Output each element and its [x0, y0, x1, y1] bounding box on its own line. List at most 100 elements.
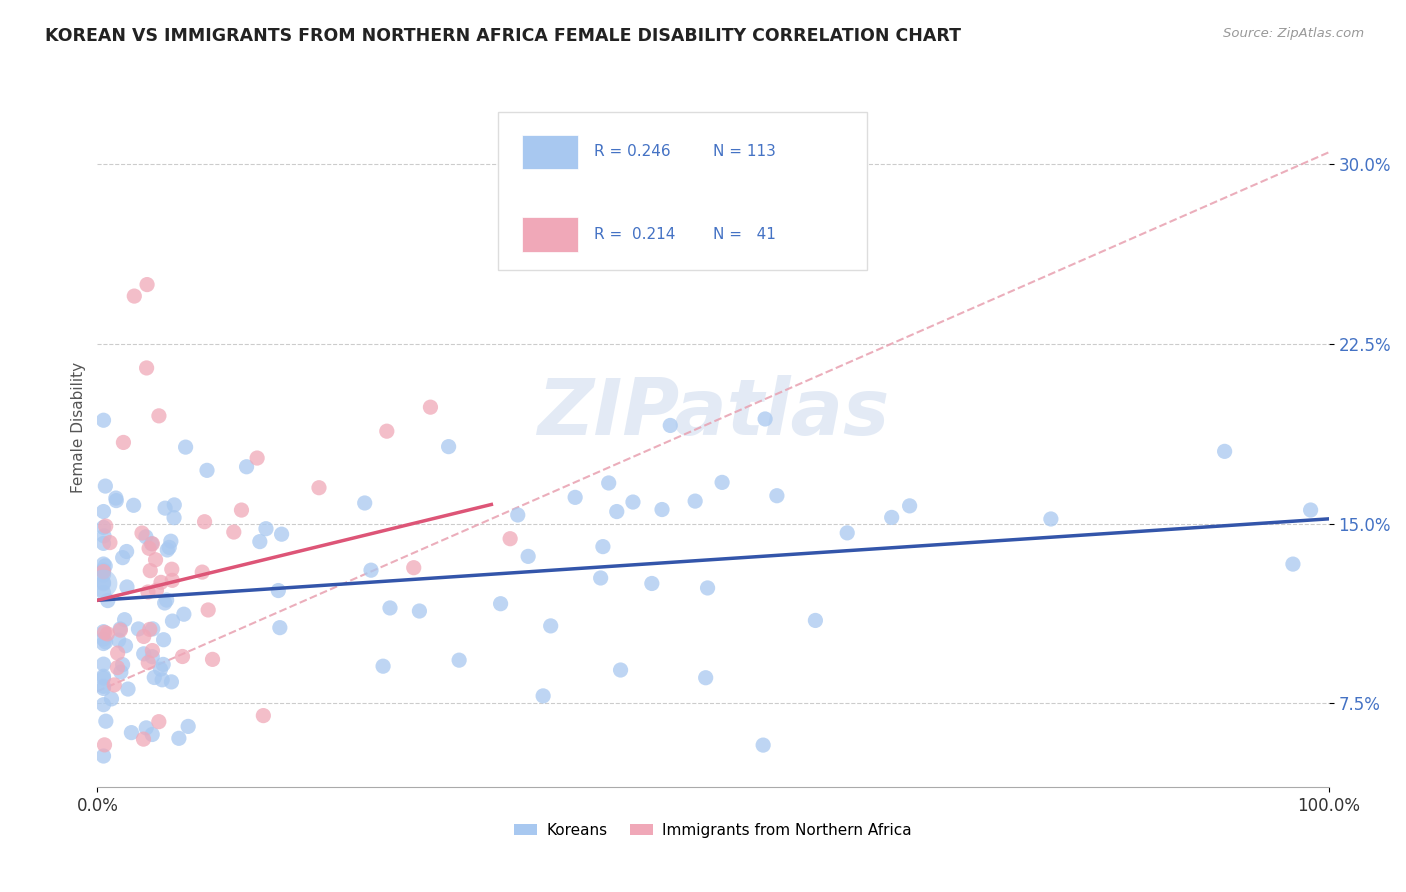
Point	[141, 536, 163, 550]
Point	[489, 597, 512, 611]
Point	[108, 622, 131, 636]
Point	[651, 502, 673, 516]
Point	[93, 520, 115, 534]
Point	[94, 558, 117, 573]
Text: KOREAN VS IMMIGRANTS FROM NORTHERN AFRICA FEMALE DISABILITY CORRELATION CHART: KOREAN VS IMMIGRANTS FROM NORTHERN AFRIC…	[45, 27, 960, 45]
Point	[115, 544, 138, 558]
Point	[641, 576, 664, 591]
Point	[148, 714, 170, 729]
Point	[506, 508, 529, 522]
Point	[177, 719, 200, 733]
Point	[111, 550, 134, 565]
Point	[621, 495, 644, 509]
Point	[197, 603, 219, 617]
Point	[160, 534, 183, 549]
Point	[375, 424, 398, 438]
FancyBboxPatch shape	[498, 112, 868, 269]
Point	[371, 659, 394, 673]
Point	[163, 510, 186, 524]
Point	[105, 493, 128, 508]
Point	[93, 585, 115, 599]
Point	[135, 530, 157, 544]
Point	[222, 524, 245, 539]
FancyBboxPatch shape	[522, 135, 578, 169]
Point	[127, 622, 149, 636]
Point	[160, 562, 183, 576]
Point	[141, 643, 163, 657]
Point	[254, 522, 277, 536]
Point	[93, 564, 115, 578]
Point	[107, 646, 129, 660]
Point	[695, 671, 717, 685]
Point	[135, 360, 157, 375]
Y-axis label: Female Disability: Female Disability	[72, 362, 86, 493]
Point	[1213, 444, 1236, 458]
Point	[93, 738, 115, 752]
Point	[195, 463, 218, 477]
Point	[96, 627, 118, 641]
Point	[132, 630, 155, 644]
Point	[93, 625, 115, 640]
FancyBboxPatch shape	[522, 218, 578, 252]
Point	[353, 496, 375, 510]
Point	[107, 633, 129, 648]
Point	[174, 440, 197, 454]
Point	[191, 565, 214, 579]
Point	[112, 435, 135, 450]
Point	[93, 749, 115, 764]
Point	[162, 574, 184, 588]
Point	[93, 632, 115, 646]
Point	[93, 575, 115, 590]
Point	[93, 567, 115, 582]
Point	[201, 652, 224, 666]
Point	[136, 585, 159, 599]
Point	[124, 289, 146, 303]
Point	[360, 563, 382, 577]
Point	[93, 557, 115, 571]
Point	[683, 494, 706, 508]
Point	[93, 576, 115, 591]
Point	[156, 593, 179, 607]
Point	[898, 499, 921, 513]
Text: N =   41: N = 41	[713, 227, 776, 242]
Point	[93, 529, 115, 543]
Point	[499, 532, 522, 546]
Point	[172, 649, 194, 664]
Text: N = 113: N = 113	[713, 145, 776, 160]
Point	[402, 560, 425, 574]
Point	[156, 543, 179, 558]
Point	[152, 657, 174, 672]
Point	[94, 519, 117, 533]
Point	[115, 580, 138, 594]
Point	[252, 708, 274, 723]
Point	[153, 596, 176, 610]
Point	[246, 451, 269, 466]
Point	[135, 721, 157, 735]
Point	[93, 624, 115, 639]
Text: Source: ZipAtlas.com: Source: ZipAtlas.com	[1223, 27, 1364, 40]
Point	[659, 418, 682, 433]
Point	[419, 400, 441, 414]
Point	[754, 412, 776, 426]
Point	[249, 534, 271, 549]
Point	[93, 669, 115, 683]
Point	[160, 674, 183, 689]
Point	[93, 636, 115, 650]
Point	[235, 459, 257, 474]
Point	[93, 536, 115, 550]
Point	[609, 663, 631, 677]
Point	[696, 581, 718, 595]
Point	[107, 660, 129, 674]
Point	[880, 510, 903, 524]
Point	[517, 549, 540, 564]
Text: ZIPatlas: ZIPatlas	[537, 376, 889, 451]
Point	[150, 673, 173, 687]
Point	[98, 535, 121, 549]
Legend: Koreans, Immigrants from Northern Africa: Koreans, Immigrants from Northern Africa	[508, 817, 918, 844]
Point	[103, 678, 125, 692]
Point	[136, 656, 159, 670]
Point	[139, 564, 162, 578]
Point	[93, 657, 115, 672]
Point	[449, 653, 471, 667]
Point	[93, 504, 115, 518]
